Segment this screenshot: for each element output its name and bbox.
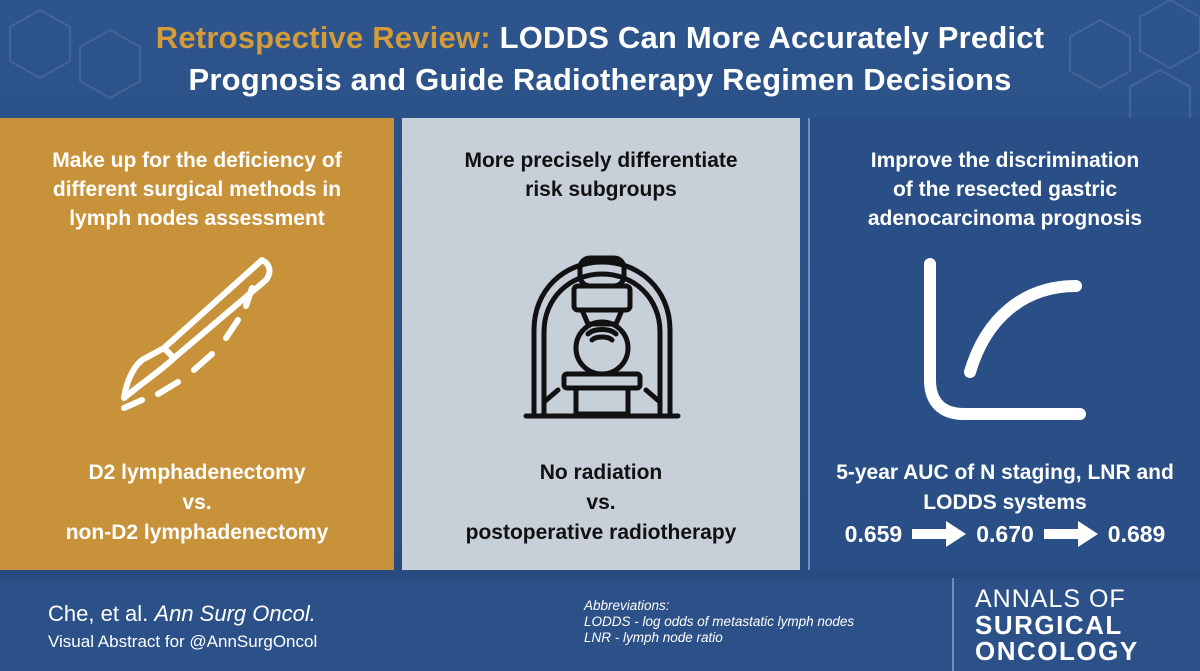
panel-auc: Improve the discrimination of the resect… xyxy=(808,118,1200,570)
right-arrow-icon xyxy=(1043,521,1098,547)
citation-journal: Ann Surg Oncol. xyxy=(154,601,316,626)
abbreviation-lodds: LODDS - log odds of metastatic lymph nod… xyxy=(584,614,855,629)
panel-2-comparison: No radiation vs. postoperative radiother… xyxy=(402,458,800,548)
panel-2-foot-line-1: No radiation xyxy=(539,461,663,484)
right-arrow-icon xyxy=(912,521,967,547)
auc-value-n-staging: 0.659 xyxy=(844,520,903,547)
abbreviations-title: Abbreviations: xyxy=(584,598,670,613)
panel-radiotherapy: More precisely differentiate risk subgro… xyxy=(402,118,800,570)
title-line-1: Retrospective Review: LODDS Can More Acc… xyxy=(156,17,1044,59)
panel-3-foot-line-1: 5-year AUC of N staging, LNR and xyxy=(836,461,1174,484)
panel-3-auc-description: 5-year AUC of N staging, LNR and LODDS s… xyxy=(810,458,1200,518)
footer: Che, et al. Ann Surg Oncol. Visual Abstr… xyxy=(0,578,1200,671)
radiotherapy-machine-icon xyxy=(523,255,681,419)
title-line-1-text: LODDS Can More Accurately Predict xyxy=(490,20,1045,55)
logo-line-1: ANNALS OF xyxy=(975,585,1126,613)
panel-lymphadenectomy: Make up for the deficiency of different … xyxy=(0,118,394,570)
scalpel-icon xyxy=(121,257,273,411)
abbreviations: Abbreviations: LODDS - log odds of metas… xyxy=(584,598,854,646)
header: Retrospective Review: LODDS Can More Acc… xyxy=(0,0,1200,118)
curve-icon xyxy=(924,258,1086,420)
panel-1-foot-line-3: non-D2 lymphadenectomy xyxy=(65,521,329,544)
panel-1-foot-line-2: vs. xyxy=(182,491,212,514)
logo-line-2: SURGICAL xyxy=(975,610,1123,640)
auc-values-row: 0.659 0.670 0.689 xyxy=(810,520,1200,548)
journal-logo: ANNALS OF SURGICAL ONCOLOGY xyxy=(975,586,1139,664)
panel-3-foot-line-2: LODDS systems xyxy=(923,491,1087,514)
title-line-2: Prognosis and Guide Radiotherapy Regimen… xyxy=(188,62,1012,97)
panel-2-title: More precisely differentiate risk subgro… xyxy=(464,149,738,201)
panel-2-foot-line-3: postoperative radiotherapy xyxy=(465,521,737,544)
citation: Che, et al. Ann Surg Oncol. Visual Abstr… xyxy=(48,600,317,654)
panel-1-title: Make up for the deficiency of different … xyxy=(52,149,342,230)
hexagon-pattern-decoration xyxy=(9,0,1200,120)
title-accent: Retrospective Review: xyxy=(155,20,491,55)
citation-authors-line: Che, et al. Ann Surg Oncol. xyxy=(48,600,317,628)
footer-divider xyxy=(952,578,954,671)
panel-3-title: Improve the discrimination of the resect… xyxy=(867,149,1143,230)
abbreviation-lnr: LNR - lymph node ratio xyxy=(584,630,723,645)
auc-value-lodds: 0.689 xyxy=(1107,520,1166,547)
auc-value-lnr: 0.670 xyxy=(976,520,1034,547)
citation-authors: Che, et al. xyxy=(48,601,149,626)
logo-line-3: ONCOLOGY xyxy=(975,636,1139,666)
panel-1-comparison: D2 lymphadenectomy vs. non-D2 lymphadene… xyxy=(0,458,394,548)
panel-1-foot-line-1: D2 lymphadenectomy xyxy=(88,461,306,484)
panel-2-foot-line-2: vs. xyxy=(586,491,616,514)
visual-abstract-credit: Visual Abstract for @AnnSurgOncol xyxy=(48,632,318,651)
